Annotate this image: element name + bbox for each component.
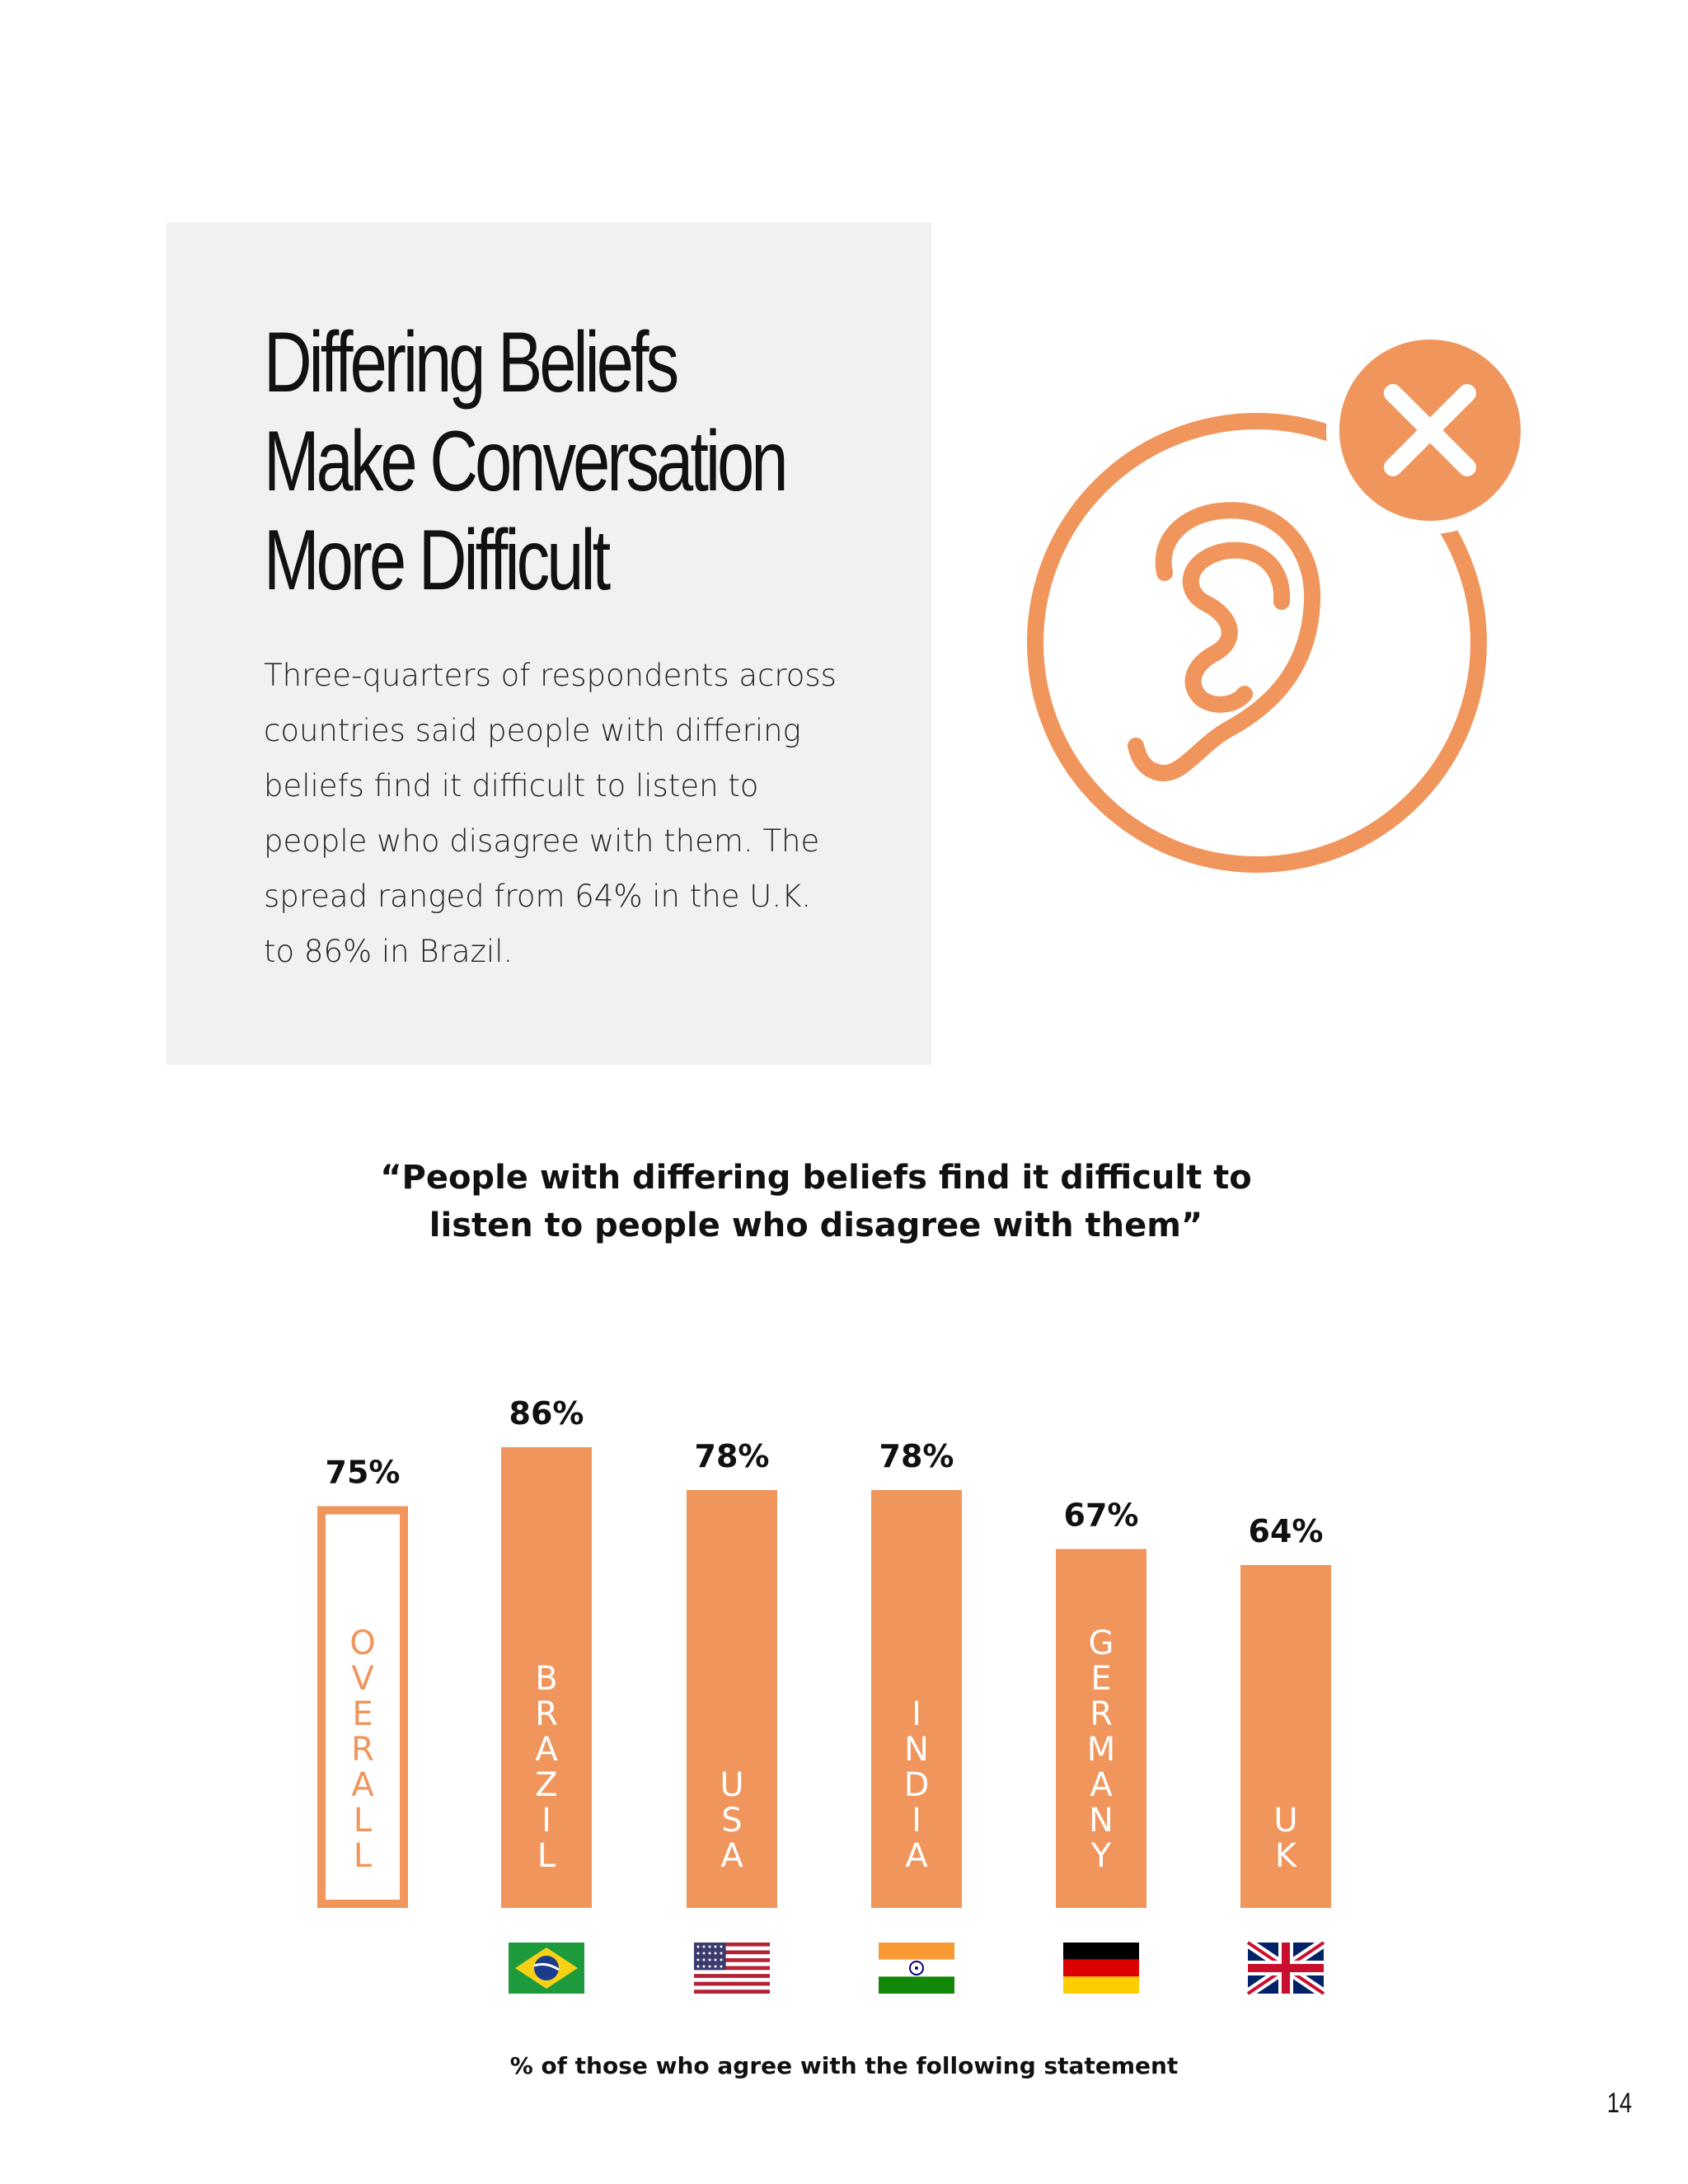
category-label-uk-letter: U: [1273, 1802, 1297, 1840]
category-label-usa-letter: U: [720, 1766, 743, 1804]
value-label-india: 78%: [879, 1438, 954, 1474]
category-label-overall-letter: V: [351, 1660, 374, 1698]
category-label-overall-letter: R: [351, 1731, 374, 1769]
category-label-brazil-letter: A: [535, 1731, 558, 1769]
category-label-germany-letter: R: [1090, 1695, 1113, 1733]
value-label-overall: 75%: [326, 1455, 401, 1491]
category-label-overall-letter: O: [349, 1624, 375, 1662]
bar-germany: [1056, 1549, 1146, 1908]
ear-icon-ring: [1027, 413, 1487, 873]
value-label-usa: 78%: [695, 1438, 770, 1474]
ear-with-x-icon: [1027, 330, 1534, 873]
intro-paragraph: Three-quarters of respondents across cou…: [264, 658, 837, 969]
x-mark-icon: [1384, 384, 1476, 476]
category-label-usa-letter: S: [721, 1802, 742, 1840]
category-label-germany-letter: Y: [1090, 1837, 1112, 1875]
ear-outline: [1128, 502, 1321, 781]
usa-flag-icon: [694, 1943, 770, 1994]
category-label-overall-letter: L: [354, 1802, 373, 1840]
category-label-brazil-letter: B: [535, 1660, 557, 1698]
bar-uk: [1240, 1565, 1331, 1908]
brazil-flag-icon: [509, 1943, 584, 1994]
category-label-overall-letter: L: [354, 1837, 373, 1875]
category-label-india-letter: N: [904, 1731, 929, 1769]
germany-flag-icon: [1063, 1943, 1139, 1994]
category-label-uk-letter: K: [1275, 1837, 1298, 1875]
bar-chart: 75%OVERALL86%BRAZIL78%USA78%INDIA67%GERM…: [317, 1395, 1331, 1998]
india-flag-icon: [879, 1943, 954, 1994]
bar-usa: [687, 1490, 777, 1908]
category-label-brazil-letter: L: [537, 1837, 556, 1875]
category-label-brazil-letter: R: [535, 1695, 558, 1733]
uk-flag-icon: [1245, 1938, 1327, 1998]
intro-panel: [166, 223, 931, 1065]
bar-brazil: [501, 1447, 592, 1908]
category-label-germany-letter: G: [1089, 1624, 1114, 1662]
category-label-usa-letter: A: [720, 1837, 743, 1875]
title-line-1: Differing Beliefs: [264, 315, 679, 410]
category-label-germany-letter: A: [1090, 1766, 1113, 1804]
value-label-brazil: 86%: [509, 1395, 584, 1432]
category-label-germany-letter: M: [1087, 1731, 1116, 1769]
category-label-india-letter: A: [905, 1837, 928, 1875]
title-line-2: Make Conversation: [264, 414, 788, 509]
category-label-germany-letter: N: [1089, 1802, 1114, 1840]
category-label-overall-letter: E: [352, 1695, 373, 1733]
category-label-brazil-letter: I: [542, 1802, 551, 1840]
category-label-india-letter: I: [912, 1802, 921, 1840]
page-title: Differing Beliefs Make Conversation More…: [264, 313, 788, 610]
category-label-india-letter: I: [912, 1695, 921, 1733]
category-label-brazil-letter: Z: [535, 1766, 557, 1804]
chart-footnote: % of those who agree with the following …: [509, 2052, 1179, 2079]
ear-inner: [1182, 541, 1291, 713]
bar-overall: [317, 1506, 408, 1908]
value-label-germany: 67%: [1064, 1497, 1139, 1534]
category-label-germany-letter: E: [1090, 1660, 1111, 1698]
bar-india: [871, 1490, 962, 1908]
value-label-uk: 64%: [1249, 1513, 1324, 1549]
category-label-overall-letter: A: [351, 1766, 374, 1804]
category-label-india-letter: D: [904, 1766, 930, 1804]
chart-title: “People with differing beliefs find it d…: [380, 1159, 1252, 1244]
title-line-3: More Difficult: [264, 513, 611, 608]
page-number: 14: [1606, 2088, 1632, 2119]
